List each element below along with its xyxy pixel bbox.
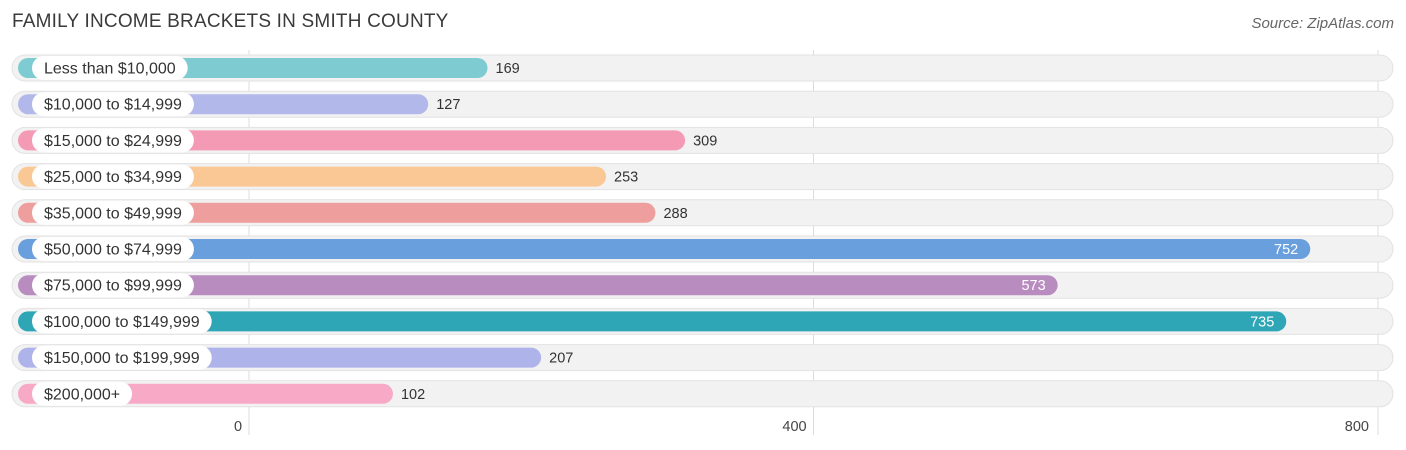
x-tick-label: 800 <box>1345 419 1369 435</box>
label-pill <box>32 92 194 117</box>
value-label: 207 <box>549 351 573 367</box>
category-label: Less than $10,000 <box>44 61 176 78</box>
chart-source: Source: ZipAtlas.com <box>1251 15 1394 32</box>
label-pill <box>32 237 194 261</box>
category-label: $200,000+ <box>44 386 120 403</box>
value-label: 573 <box>1021 278 1045 294</box>
category-label: $50,000 to $74,999 <box>44 242 182 259</box>
label-pill <box>32 56 188 80</box>
label-pill <box>32 128 194 153</box>
x-tick-label: 0 <box>234 419 242 435</box>
bar <box>18 311 1287 332</box>
label-pill <box>32 381 133 406</box>
label-pill <box>32 345 212 370</box>
category-label: $15,000 to $24,999 <box>44 133 182 150</box>
value-label: 253 <box>614 170 638 186</box>
value-label: 288 <box>663 206 687 222</box>
label-pill <box>32 164 194 189</box>
category-label: $25,000 to $34,999 <box>44 169 182 186</box>
value-label: 735 <box>1250 314 1274 330</box>
value-label: 102 <box>401 387 425 403</box>
label-pill <box>32 273 194 298</box>
bar <box>18 239 1311 259</box>
label-pill <box>32 200 194 225</box>
category-label: $10,000 to $14,999 <box>44 97 182 114</box>
category-label: $150,000 to $199,999 <box>44 350 200 367</box>
value-label: 169 <box>496 61 520 77</box>
category-label: $75,000 to $99,999 <box>44 278 182 295</box>
value-label: 309 <box>693 133 717 149</box>
chart-title: FAMILY INCOME BRACKETS IN SMITH COUNTY <box>12 11 449 32</box>
bar <box>18 275 1058 296</box>
value-label: 127 <box>436 97 460 113</box>
label-pill <box>32 309 212 334</box>
x-tick-label: 400 <box>782 419 806 435</box>
category-label: $35,000 to $49,999 <box>44 205 182 222</box>
category-label: $100,000 to $149,999 <box>44 314 200 331</box>
value-label: 752 <box>1274 242 1298 258</box>
